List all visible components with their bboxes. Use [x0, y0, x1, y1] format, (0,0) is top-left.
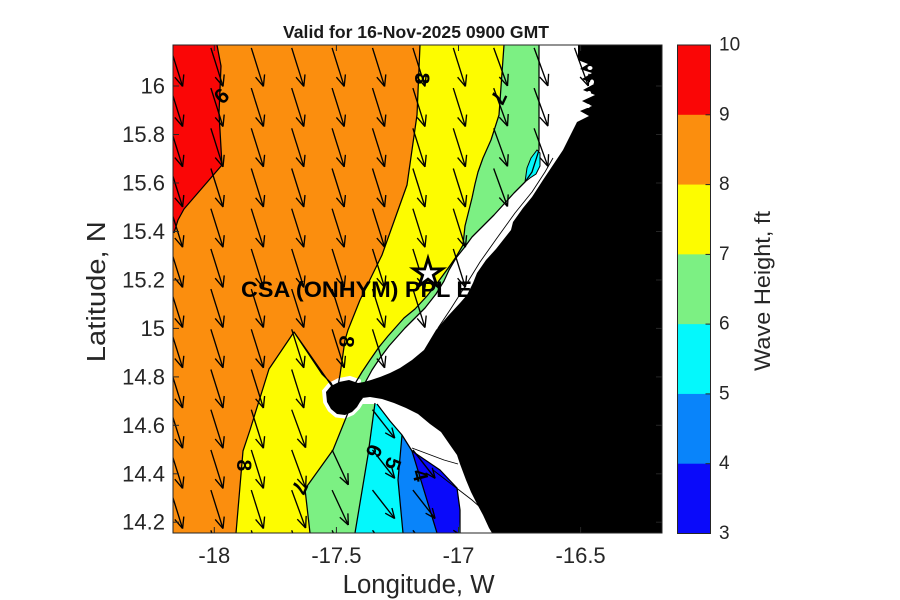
svg-text:Wave Height, ft: Wave Height, ft: [750, 211, 775, 371]
svg-text:15.6: 15.6: [122, 171, 165, 196]
svg-text:8: 8: [410, 73, 433, 85]
svg-text:5: 5: [719, 383, 730, 404]
svg-text:-16.5: -16.5: [556, 543, 606, 568]
svg-text:14.8: 14.8: [122, 364, 165, 389]
svg-text:6: 6: [719, 314, 730, 335]
svg-text:15: 15: [141, 316, 165, 341]
svg-text:9: 9: [719, 104, 730, 125]
svg-text:-18: -18: [198, 543, 230, 568]
svg-text:15.4: 15.4: [122, 219, 165, 244]
svg-text:-17.5: -17.5: [311, 543, 361, 568]
svg-text:14.6: 14.6: [122, 413, 165, 438]
svg-text:7: 7: [719, 244, 730, 265]
svg-text:Latitude, N: Latitude, N: [83, 221, 111, 362]
svg-text:4: 4: [719, 453, 730, 474]
svg-text:14.4: 14.4: [122, 461, 165, 486]
svg-text:15.2: 15.2: [122, 268, 165, 293]
svg-text:Longitude, W: Longitude, W: [343, 571, 495, 599]
svg-text:15.8: 15.8: [122, 122, 165, 147]
svg-text:14.2: 14.2: [122, 510, 165, 535]
svg-text:Valid for 16-Nov-2025 0900 GMT: Valid for 16-Nov-2025 0900 GMT: [283, 22, 549, 42]
svg-text:10: 10: [719, 35, 740, 56]
svg-text:-17: -17: [443, 543, 475, 568]
svg-text:8: 8: [719, 174, 730, 195]
svg-text:16: 16: [141, 74, 165, 99]
svg-text:8: 8: [334, 335, 358, 349]
svg-text:CSA (ONHYM) PPL E: CSA (ONHYM) PPL E: [241, 277, 472, 302]
svg-text:8: 8: [232, 459, 255, 471]
svg-text:3: 3: [719, 523, 730, 544]
